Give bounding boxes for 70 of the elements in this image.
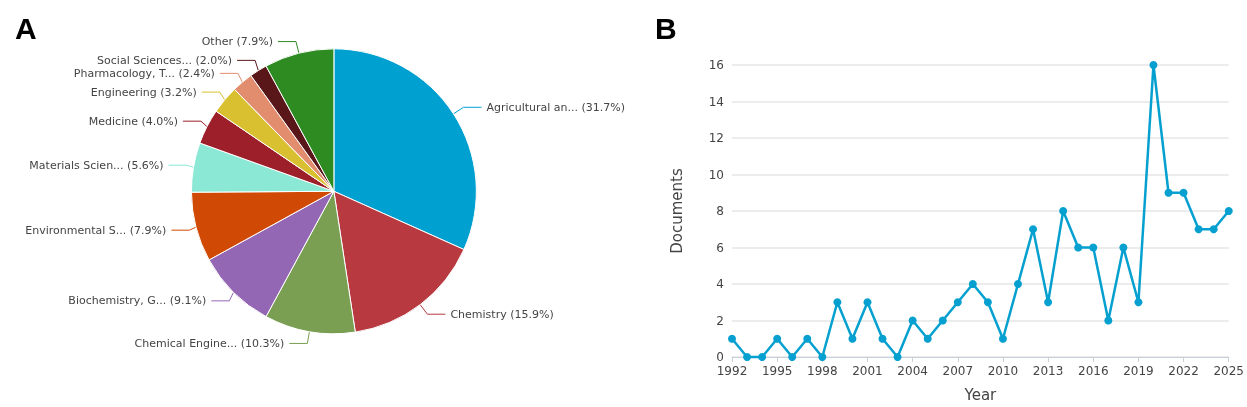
point	[1014, 280, 1022, 288]
point	[1224, 207, 1233, 215]
y-tick-label: 0	[716, 350, 724, 364]
point	[908, 316, 917, 325]
x-tick-label: 2010	[987, 364, 1019, 378]
point	[1164, 188, 1173, 197]
x-tick-label: 1992	[716, 364, 748, 378]
x-tick-label: 2016	[1077, 364, 1109, 378]
slice-label: Environmental S... (7.9%)	[25, 223, 167, 237]
slice-label: Medicine (4.0%)	[88, 114, 178, 128]
point	[938, 316, 947, 325]
point	[1194, 225, 1203, 234]
point	[758, 353, 767, 361]
point	[788, 353, 797, 361]
y-tick-label: 12	[708, 131, 724, 145]
slice-label: Chemistry (15.9%)	[450, 307, 554, 321]
point	[1074, 243, 1083, 252]
y-tick-label: 16	[708, 58, 724, 72]
y-tick-label: 2	[716, 313, 724, 328]
chart-title: B	[655, 11, 677, 45]
point	[1059, 207, 1068, 215]
slice-label: Biochemistry, G... (9.1%)	[68, 294, 207, 308]
y-tick-label: 10	[708, 167, 724, 182]
x-tick-label: 2022	[1168, 364, 1199, 378]
y-tick-label: 4	[716, 277, 724, 291]
point	[1119, 243, 1128, 252]
point	[803, 334, 812, 343]
x-tick-label: 2025	[1213, 364, 1244, 378]
y-tick-label: 8	[716, 204, 724, 218]
slice-label: Chemical Engine... (10.3%)	[134, 336, 285, 350]
point	[1209, 225, 1218, 234]
y-axis-title: Documents	[667, 168, 686, 254]
slice-label: Agricultural an... (31.7%)	[486, 100, 626, 114]
point	[878, 334, 887, 343]
point	[1104, 316, 1113, 325]
y-tick-label: 6	[716, 240, 724, 255]
point	[863, 298, 872, 307]
slice-label: Social Sciences... (2.0%)	[97, 53, 233, 67]
point	[773, 334, 782, 343]
point	[1134, 298, 1143, 307]
point	[998, 334, 1007, 343]
point	[833, 298, 842, 307]
slice-label: Pharmacology, T... (2.4%)	[73, 66, 215, 80]
point	[893, 353, 902, 361]
chart-title: A	[15, 11, 37, 45]
point	[1089, 243, 1098, 252]
point	[1044, 298, 1053, 307]
x-tick-label: 2007	[942, 364, 974, 378]
point	[728, 334, 736, 343]
slice-label: Materials Scien... (5.6%)	[29, 158, 164, 172]
point	[1149, 61, 1158, 69]
x-tick-label: 1995	[761, 364, 793, 378]
slice-label: Engineering (3.2%)	[90, 85, 197, 99]
x-tick-label: 2001	[852, 364, 883, 378]
point	[1029, 225, 1038, 234]
x-tick-label: 1998	[807, 364, 838, 378]
point	[953, 298, 962, 307]
x-tick-label: 2013	[1032, 364, 1064, 378]
point	[743, 353, 752, 361]
point	[818, 353, 827, 361]
point	[968, 280, 977, 288]
point	[848, 334, 857, 343]
x-axis-title: Year	[963, 385, 998, 404]
point	[923, 334, 932, 343]
point	[1179, 188, 1188, 197]
x-tick-label: 2019	[1123, 364, 1154, 378]
y-tick-label: 14	[708, 94, 724, 109]
point	[983, 298, 992, 307]
slice-label: Other (7.9%)	[201, 35, 273, 49]
x-tick-label: 2004	[897, 364, 928, 378]
